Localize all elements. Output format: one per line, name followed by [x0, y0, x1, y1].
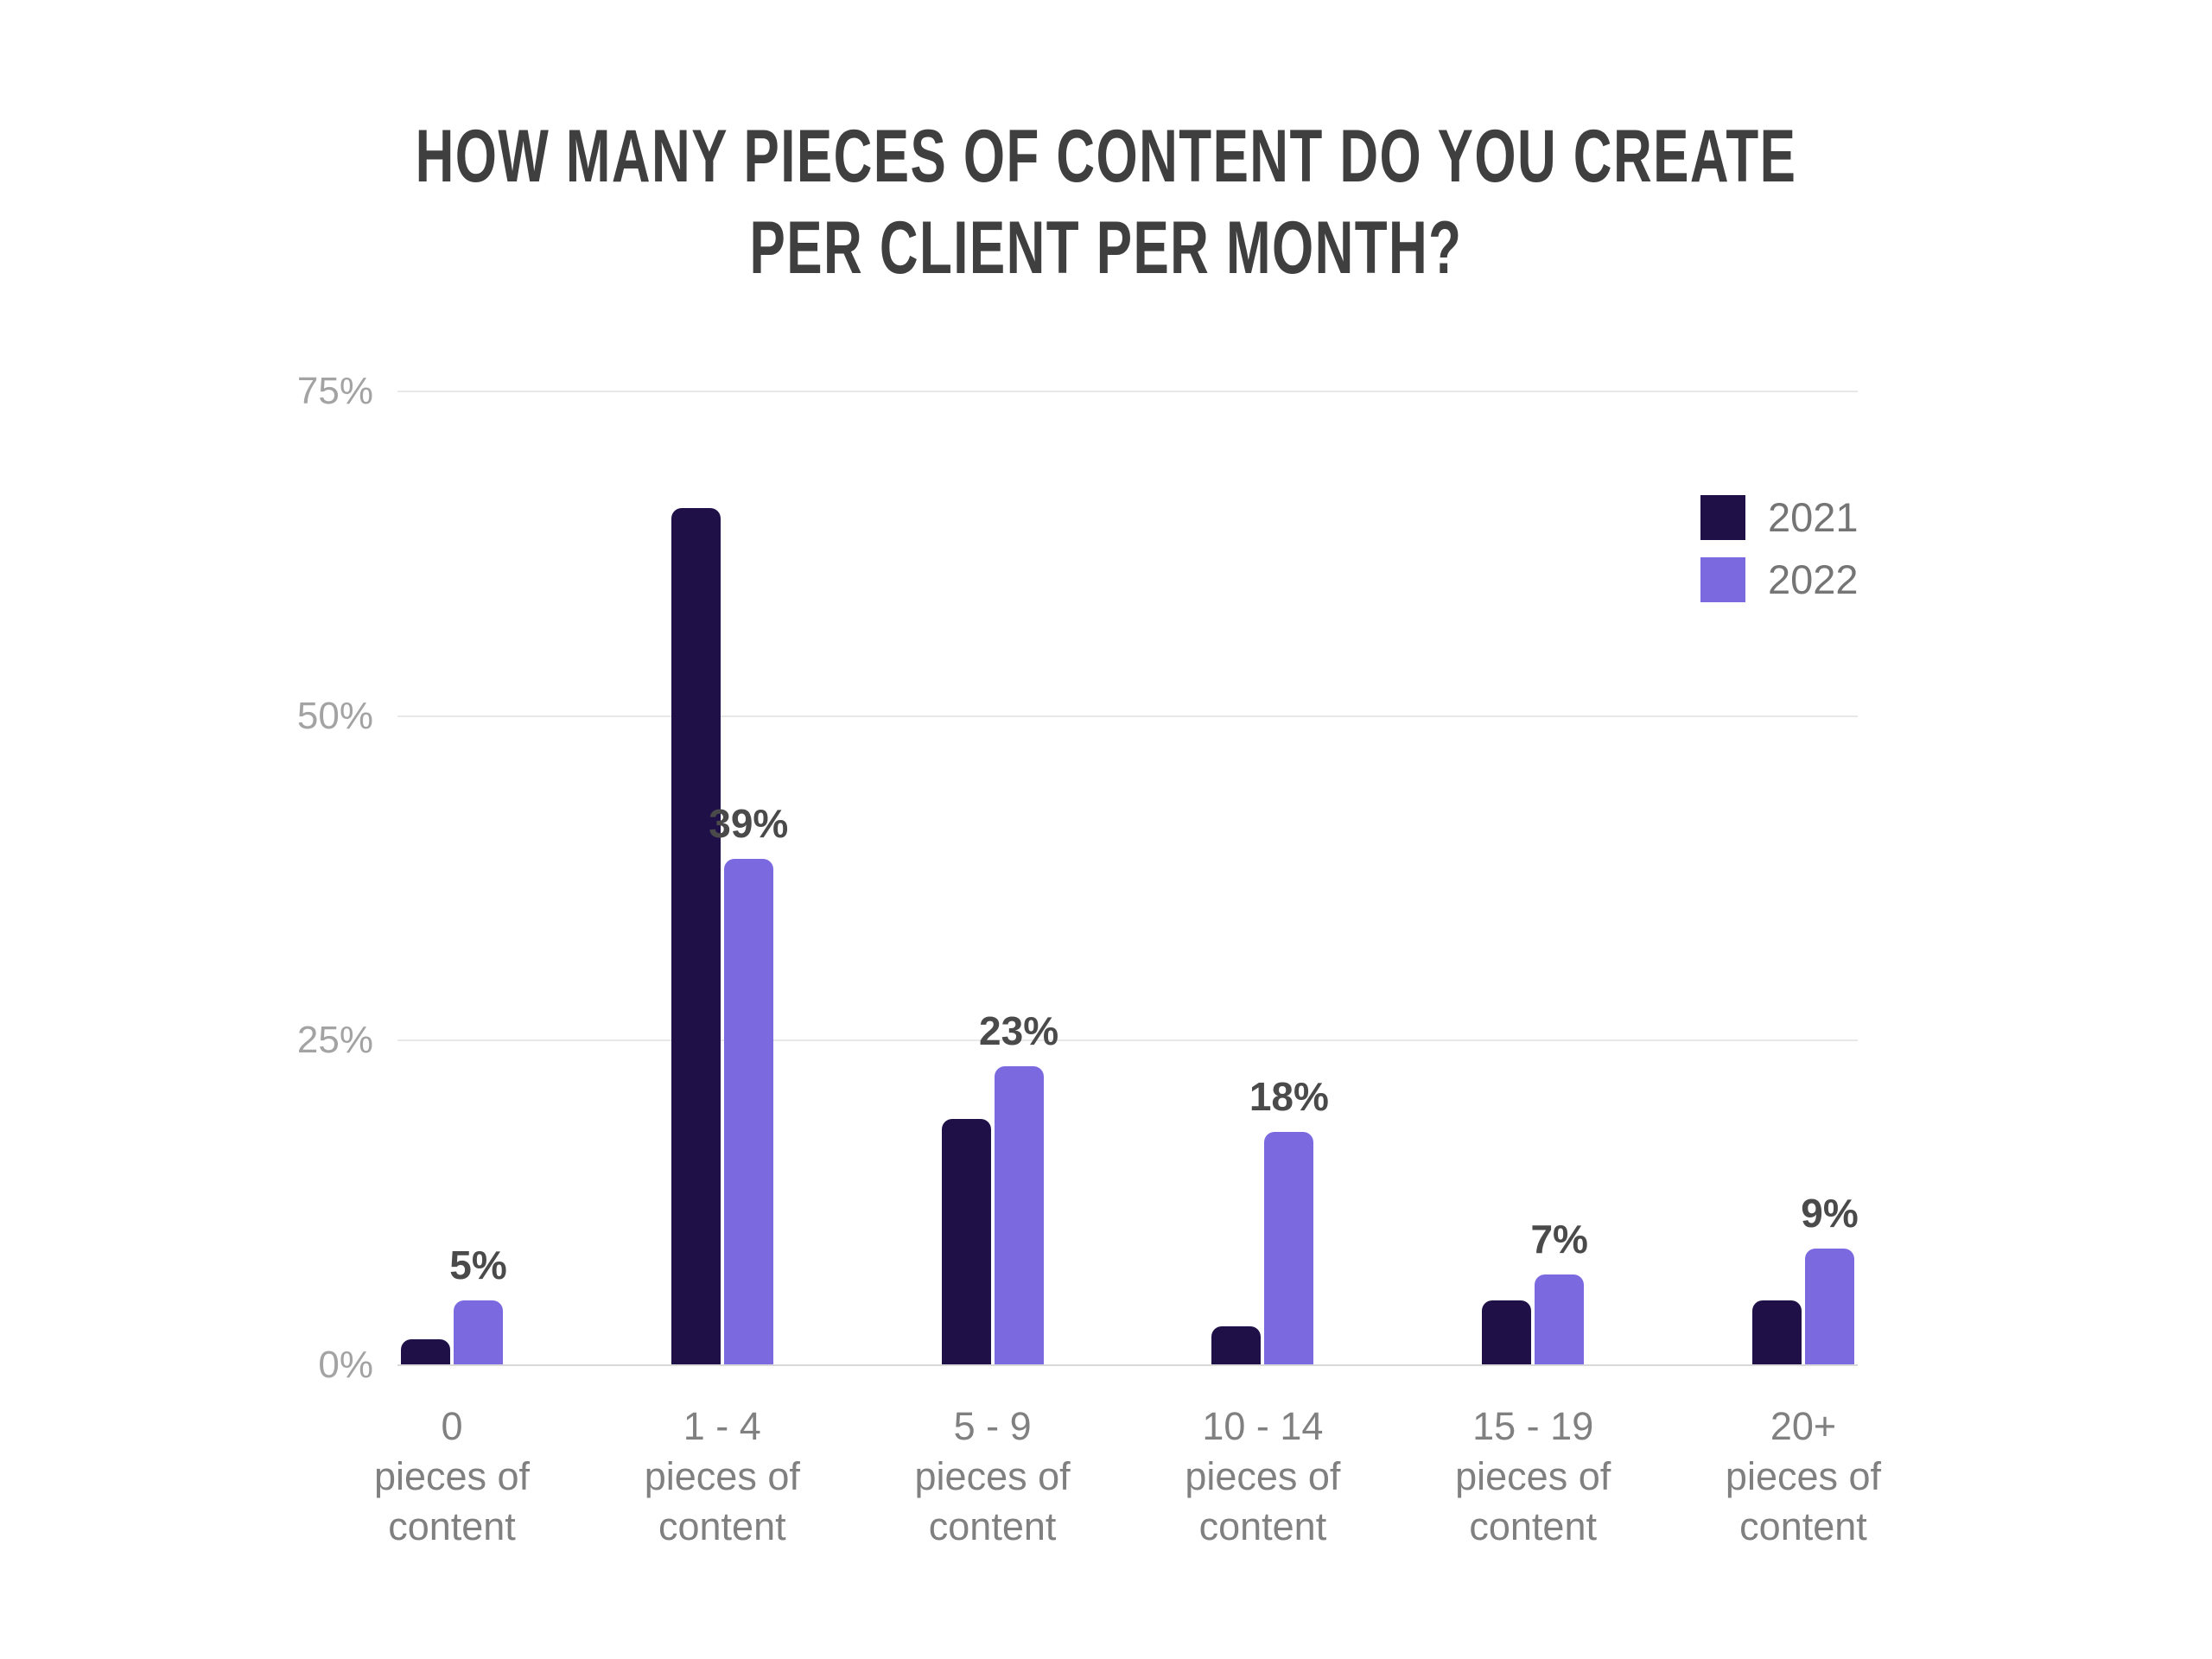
- gridline-50%: [397, 715, 1858, 717]
- bar-2021-15-19: [1482, 1300, 1532, 1365]
- x-axis-label-line: content: [1739, 1504, 1867, 1548]
- x-axis-label-line: content: [1469, 1504, 1597, 1548]
- x-axis-label-line: 15 - 19: [1472, 1404, 1594, 1448]
- data-label-2022-0: 5%: [449, 1242, 507, 1287]
- x-axis-label-line: 1 - 4: [683, 1404, 761, 1448]
- chart-title-line-2: PER CLIENT PER MONTH?: [749, 207, 1463, 289]
- x-axis-label-line: pieces of: [1185, 1454, 1341, 1498]
- bar-2021-1-4: [671, 508, 721, 1365]
- bar-groups: 5% 0 pieces of content 39% 1 - 4 pieces of cont…: [374, 391, 1881, 1548]
- data-label-2022-15-19: 7%: [1530, 1216, 1588, 1262]
- plot-area: 0% 25% 50% 75% 5% 0 pieces of content 39% 1 - 4 p…: [297, 371, 1881, 1549]
- x-axis-label-line: 10 - 14: [1202, 1404, 1324, 1448]
- gridline-0%: [397, 1364, 1858, 1366]
- bar-2022-15-19: 7%: [1530, 1217, 1588, 1365]
- x-axis-label-line: content: [1198, 1504, 1327, 1548]
- legend-item-2022: 2022: [1700, 557, 1859, 602]
- bar-group-20+: 9% 20+ pieces of content: [1726, 391, 1881, 1548]
- x-axis-label-line: pieces of: [644, 1454, 800, 1498]
- bar-2022-0: 5%: [449, 1243, 507, 1365]
- x-axis-label-1-4: 1 - 4 pieces of content: [584, 1402, 861, 1552]
- gridline-25%: [397, 1039, 1858, 1042]
- chart-title: HOW MANY PIECES OF CONTENT DO YOU CREATE…: [0, 111, 2212, 294]
- x-axis-label-0: 0 pieces of content: [314, 1402, 590, 1552]
- x-axis-label-5-9: 5 - 9 pieces of content: [855, 1402, 1131, 1552]
- data-label-2022-5-9: 23%: [979, 1008, 1059, 1054]
- chart-title-line-1: HOW MANY PIECES OF CONTENT DO YOU CREATE: [415, 115, 1797, 198]
- bar-group-5-9: 23% 5 - 9 pieces of content: [915, 391, 1071, 1548]
- x-axis-label-15-19: 15 - 19 pieces of content: [1395, 1402, 1671, 1552]
- x-axis-label-line: 0: [441, 1404, 463, 1448]
- data-label-2022-20+: 9%: [1801, 1190, 1859, 1236]
- y-axis-tick-0%: 0%: [318, 1344, 373, 1386]
- bar-2022-10-14: 18%: [1249, 1074, 1329, 1365]
- legend-label-2021: 2021: [1768, 494, 1859, 540]
- x-axis-label-line: pieces of: [1455, 1454, 1611, 1498]
- gridline-75%: [397, 391, 1858, 392]
- bar-group-0: 5% 0 pieces of content: [374, 391, 530, 1548]
- bar-2022-20+: 9%: [1801, 1191, 1859, 1365]
- bar-2021-20+: [1751, 1300, 1802, 1365]
- data-label-2022-1-4: 39%: [709, 800, 789, 846]
- data-label-2022-10-14: 18%: [1249, 1073, 1329, 1119]
- bar-2021-5-9: [941, 1118, 991, 1365]
- x-axis-label-line: pieces of: [914, 1454, 1071, 1498]
- x-axis-label-line: pieces of: [1725, 1454, 1882, 1498]
- legend-swatch-2022: [1700, 557, 1745, 602]
- bar-2021-10-14: [1211, 1325, 1262, 1365]
- bar-group-1-4: 39% 1 - 4 pieces of content: [645, 391, 800, 1548]
- x-axis-label-20+: 20+ pieces of content: [1665, 1402, 1942, 1552]
- legend: 2021 2022: [1700, 495, 1859, 602]
- x-axis-label-line: content: [658, 1504, 786, 1548]
- x-axis-label-10-14: 10 - 14 pieces of content: [1124, 1402, 1401, 1552]
- bar-group-10-14: 18% 10 - 14 pieces of content: [1185, 391, 1340, 1548]
- legend-label-2022: 2022: [1768, 556, 1859, 602]
- x-axis-label-line: 20+: [1770, 1404, 1837, 1448]
- y-axis-tick-25%: 25%: [296, 1019, 373, 1062]
- legend-swatch-2021: [1700, 495, 1745, 540]
- x-axis-label-line: content: [928, 1504, 1057, 1548]
- bar-2022-5-9: 23%: [979, 1008, 1058, 1365]
- x-axis-label-line: 5 - 9: [953, 1404, 1032, 1448]
- x-axis-label-line: pieces of: [373, 1454, 531, 1498]
- bar-group-15-19: 7% 15 - 19 pieces of content: [1455, 391, 1611, 1548]
- x-axis-label-line: content: [388, 1504, 516, 1548]
- bar-2021-0: [401, 1338, 450, 1365]
- legend-item-2021: 2021: [1700, 495, 1859, 540]
- y-axis-tick-75%: 75%: [296, 370, 373, 412]
- bar-2022-1-4: 39%: [709, 801, 788, 1365]
- y-axis-tick-50%: 50%: [296, 694, 373, 737]
